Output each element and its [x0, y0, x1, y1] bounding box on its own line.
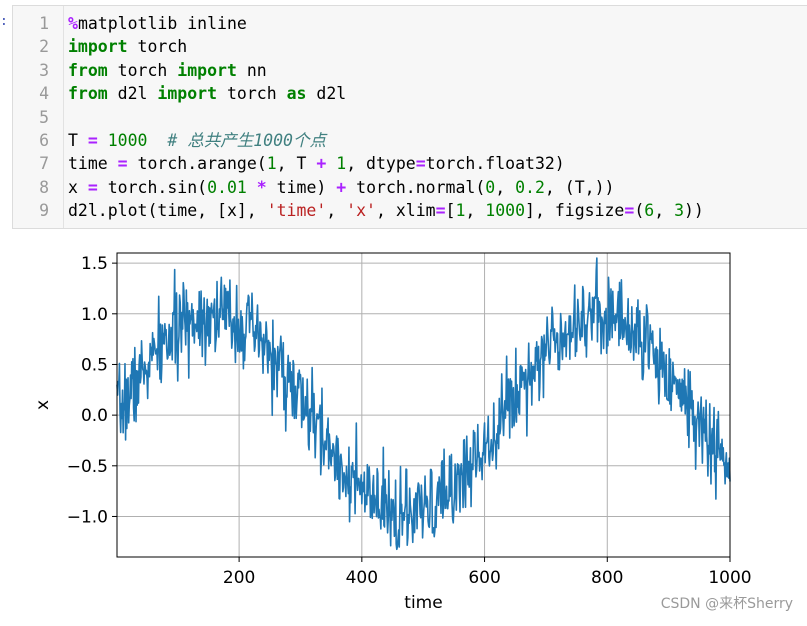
- line-number: 9: [39, 201, 49, 221]
- code-token: 1: [266, 154, 277, 174]
- code-token: ,: [654, 201, 675, 221]
- code-token: torch.normal(: [346, 177, 486, 197]
- code-text: T = 1000 # 总共产生1000个点: [68, 129, 326, 152]
- code-token: time): [266, 177, 337, 197]
- code-token: # 总共产生1000个点: [147, 131, 326, 150]
- code-token: 0.01: [207, 177, 247, 197]
- code-token: [326, 154, 336, 173]
- y-axis-label: x: [33, 400, 53, 410]
- line-number: 8: [39, 177, 49, 197]
- code-token: [: [445, 201, 456, 221]
- code-token: torch.float32): [425, 154, 565, 174]
- code-token: torch: [217, 84, 287, 104]
- code-cell[interactable]: 1 %matplotlib inline 2 import torch 3 from to…: [12, 5, 807, 229]
- code-token: [247, 178, 257, 197]
- code-token: =: [435, 201, 446, 221]
- code-token: d2l: [107, 84, 158, 104]
- code-token: =: [87, 131, 98, 150]
- code-token: 1000: [107, 131, 148, 150]
- line-number-gutter: [13, 6, 64, 228]
- code-token: =: [87, 177, 98, 197]
- code-token: 0: [485, 177, 496, 197]
- code-token: 'x': [346, 201, 376, 221]
- code-token: import: [68, 37, 128, 57]
- code-token: , dtype: [346, 154, 416, 174]
- cell-prompt: :: [0, 14, 8, 29]
- code-token: =: [624, 201, 635, 221]
- code-token: import: [157, 84, 218, 104]
- x-tick-label: 400: [346, 568, 378, 588]
- code-token: *: [256, 177, 267, 197]
- code-token: d2l.plot(time, [x],: [68, 201, 267, 221]
- code-token: 6: [644, 201, 655, 221]
- code-text: %matplotlib inline: [68, 12, 247, 35]
- code-token: 1: [336, 154, 347, 174]
- code-token: from: [68, 60, 108, 80]
- code-token: x: [68, 177, 88, 197]
- x-tick-label: 600: [468, 568, 500, 588]
- code-token: 'time': [266, 201, 327, 221]
- code-token: ,: [326, 201, 347, 221]
- code-token: time: [68, 154, 118, 174]
- plot-output: 200 400 600 800 1000 −1.0 −0.5 0.0 0.5 1.0 1.5 time…: [0, 232, 807, 622]
- code-token: ,: [495, 177, 516, 197]
- line-number: 5: [39, 107, 49, 127]
- code-token: =: [415, 154, 426, 174]
- code-token: ,: [465, 201, 486, 221]
- code-token: 1: [455, 201, 466, 221]
- code-token: torch.sin(: [97, 177, 208, 197]
- code-token: 3: [674, 201, 684, 221]
- line-number: 1: [39, 14, 49, 33]
- y-tick-label: 0.0: [81, 406, 108, 426]
- watermark: CSDN @来杯Sherry: [660, 596, 793, 612]
- code-text: x = torch.sin(0.01 * time) + torch.norma…: [68, 176, 614, 199]
- code-token: , T: [276, 154, 317, 174]
- x-tick-label: 800: [591, 568, 623, 588]
- code-token: [98, 131, 108, 150]
- line-number: 6: [39, 131, 49, 150]
- series-line: [116, 257, 731, 551]
- code-token: 0.2: [515, 177, 545, 197]
- line-chart: 200 400 600 800 1000 −1.0 −0.5 0.0 0.5 1.0 1.5 time…: [33, 252, 752, 613]
- line-number: 7: [39, 154, 49, 174]
- y-tick-label: 0.5: [81, 355, 108, 375]
- line-number: 3: [39, 60, 49, 80]
- y-tick-label: 1.0: [81, 305, 108, 325]
- x-axis-label: time: [404, 593, 442, 613]
- code-token: matplotlib inline: [77, 14, 247, 33]
- code-token: +: [336, 177, 347, 197]
- line-number: 4: [39, 84, 49, 104]
- code-text: from torch import nn: [68, 59, 267, 82]
- code-token: as: [286, 84, 307, 104]
- y-tick-label: −1.0: [67, 507, 108, 527]
- code-text: import torch: [68, 35, 187, 58]
- code-token: , xlim: [375, 201, 436, 221]
- code-token: d2l: [306, 84, 347, 104]
- code-token: 1000: [485, 201, 526, 221]
- code-token: %: [68, 14, 78, 33]
- code-token: )): [684, 201, 704, 221]
- y-tick-label: 1.5: [81, 254, 108, 274]
- x-tick-label: 200: [223, 568, 255, 588]
- y-tick-label: −0.5: [67, 457, 108, 477]
- code-token: nn: [236, 60, 267, 80]
- code-token: torch.arange(: [127, 154, 267, 174]
- code-token: T: [68, 131, 88, 150]
- code-text: time = torch.arange(1, T + 1, dtype=torc…: [68, 152, 565, 175]
- code-token: import: [177, 60, 237, 80]
- code-token: , (T,)): [544, 177, 615, 197]
- code-token: +: [316, 154, 327, 174]
- line-number: 2: [39, 37, 49, 57]
- code-text: from d2l import torch as d2l: [68, 82, 346, 105]
- code-token: from: [68, 84, 108, 104]
- code-text: d2l.plot(time, [x], 'time', 'x', xlim=[1…: [68, 199, 704, 222]
- code-token: (: [634, 201, 645, 221]
- code-token: =: [117, 154, 128, 174]
- code-token: torch: [107, 60, 178, 80]
- x-tick-label: 1000: [708, 568, 751, 588]
- axes-frame: [116, 252, 731, 558]
- code-token: torch: [127, 37, 188, 57]
- code-token: ], figsize: [525, 201, 625, 221]
